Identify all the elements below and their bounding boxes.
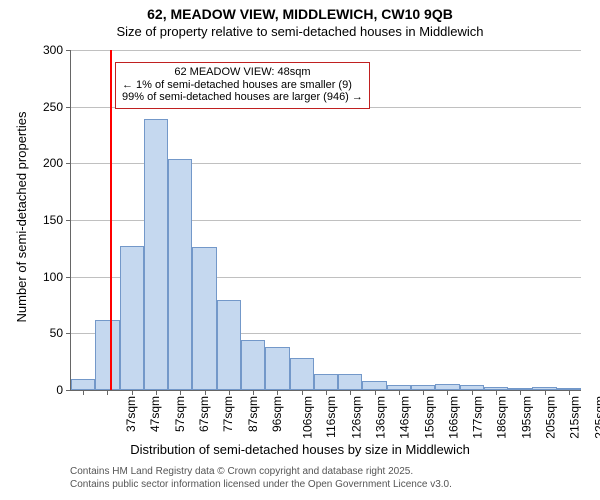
xtick-mark <box>375 390 376 395</box>
xtick-mark <box>520 390 521 395</box>
chart-title: 62, MEADOW VIEW, MIDDLEWICH, CW10 9QB <box>0 6 600 22</box>
xtick-label: 96sqm <box>270 396 284 432</box>
histogram-bar <box>338 374 362 390</box>
xtick-label: 205sqm <box>544 396 558 439</box>
xtick-mark <box>229 390 230 395</box>
histogram-bar <box>314 374 338 390</box>
ytick-label: 150 <box>43 213 71 227</box>
xtick-label: 166sqm <box>447 396 461 439</box>
xtick-mark <box>302 390 303 395</box>
xtick-mark <box>569 390 570 395</box>
xtick-label: 136sqm <box>374 396 388 439</box>
grid-line <box>71 50 581 51</box>
attribution-line: Contains public sector information licen… <box>70 479 452 492</box>
xtick-label: 106sqm <box>301 396 315 439</box>
attribution-line: Contains HM Land Registry data © Crown c… <box>70 466 452 479</box>
attribution-text: Contains HM Land Registry data © Crown c… <box>70 466 452 491</box>
histogram-bar <box>95 320 119 390</box>
x-axis-label: Distribution of semi-detached houses by … <box>0 442 600 457</box>
histogram-bar <box>290 358 314 390</box>
histogram-bar <box>241 340 265 390</box>
ytick-label: 200 <box>43 156 71 170</box>
property-size-histogram: 62, MEADOW VIEW, MIDDLEWICH, CW10 9QB Si… <box>0 0 600 500</box>
xtick-mark <box>277 390 278 395</box>
xtick-mark <box>180 390 181 395</box>
xtick-label: 126sqm <box>349 396 363 439</box>
xtick-label: 67sqm <box>197 396 211 432</box>
xtick-mark <box>132 390 133 395</box>
property-marker-line <box>110 50 112 390</box>
xtick-mark <box>326 390 327 395</box>
xtick-mark <box>156 390 157 395</box>
y-axis-label: Number of semi-detached properties <box>14 112 29 323</box>
xtick-label: 77sqm <box>221 396 235 432</box>
xtick-label: 87sqm <box>246 396 260 432</box>
plot-area: 05010015020025030037sqm47sqm57sqm67sqm77… <box>70 50 581 391</box>
histogram-bar <box>168 159 192 390</box>
xtick-mark <box>205 390 206 395</box>
chart-subtitle: Size of property relative to semi-detach… <box>0 24 600 39</box>
xtick-label: 195sqm <box>519 396 533 439</box>
xtick-mark <box>545 390 546 395</box>
xtick-label: 37sqm <box>124 396 138 432</box>
histogram-bar <box>362 381 386 390</box>
xtick-label: 116sqm <box>324 396 338 438</box>
ytick-label: 100 <box>43 270 71 284</box>
histogram-bar <box>71 379 95 390</box>
xtick-mark <box>399 390 400 395</box>
xtick-mark <box>423 390 424 395</box>
xtick-label: 57sqm <box>173 396 187 432</box>
xtick-mark <box>350 390 351 395</box>
xtick-label: 177sqm <box>471 396 485 439</box>
xtick-mark <box>253 390 254 395</box>
histogram-bar <box>120 246 144 390</box>
annotation-line: 62 MEADOW VIEW: 48sqm <box>122 66 363 79</box>
annotation-line: ← 1% of semi-detached houses are smaller… <box>122 79 363 92</box>
ytick-label: 250 <box>43 100 71 114</box>
xtick-mark <box>107 390 108 395</box>
xtick-label: 156sqm <box>422 396 436 439</box>
xtick-label: 47sqm <box>148 396 162 432</box>
histogram-bar <box>144 119 168 390</box>
xtick-label: 225sqm <box>592 396 600 439</box>
xtick-mark <box>447 390 448 395</box>
annotation-box: 62 MEADOW VIEW: 48sqm← 1% of semi-detach… <box>115 62 370 109</box>
histogram-bar <box>265 347 289 390</box>
ytick-label: 300 <box>43 43 71 57</box>
ytick-label: 0 <box>56 383 71 397</box>
xtick-label: 186sqm <box>495 396 509 439</box>
xtick-mark <box>472 390 473 395</box>
xtick-mark <box>496 390 497 395</box>
xtick-mark <box>83 390 84 395</box>
histogram-bar <box>217 300 241 390</box>
annotation-line: 99% of semi-detached houses are larger (… <box>122 91 363 104</box>
histogram-bar <box>192 247 216 390</box>
xtick-label: 215sqm <box>568 396 582 439</box>
xtick-label: 146sqm <box>398 396 412 439</box>
ytick-label: 50 <box>50 326 71 340</box>
